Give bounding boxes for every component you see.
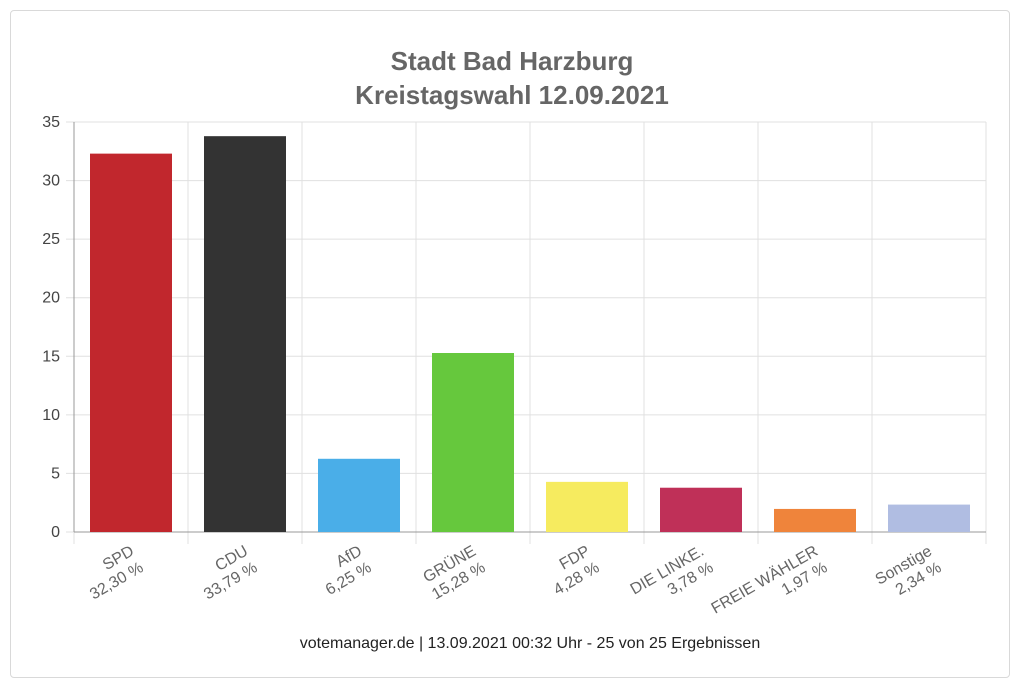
y-tick-label: 5: [51, 465, 60, 482]
chart-title-line-1: Stadt Bad Harzburg: [391, 46, 634, 76]
y-tick-label: 10: [42, 407, 60, 424]
bar: [318, 458, 400, 532]
y-tick-label: 30: [42, 173, 60, 190]
bar: [432, 353, 514, 532]
bar: [546, 481, 628, 532]
y-tick-label: 0: [51, 524, 60, 541]
y-tick-label: 35: [42, 114, 60, 131]
bar: [204, 136, 286, 532]
bar: [660, 487, 742, 532]
bars: [90, 136, 970, 532]
y-tick-label: 15: [42, 348, 60, 365]
y-tick-label: 25: [42, 231, 60, 248]
chart-title-line-2: Kreistagswahl 12.09.2021: [355, 80, 669, 110]
bar: [90, 153, 172, 532]
chart-frame: [10, 10, 1010, 678]
x-tick-label: DIE LINKE.3,78 %: [628, 543, 717, 599]
bar: [888, 504, 970, 532]
y-tick-label: 20: [42, 290, 60, 307]
bar: [774, 508, 856, 532]
source-note: votemanager.de | 13.09.2021 00:32 Uhr - …: [300, 635, 760, 652]
grid: 0 5 10 15 20 25 30 35: [42, 114, 987, 544]
